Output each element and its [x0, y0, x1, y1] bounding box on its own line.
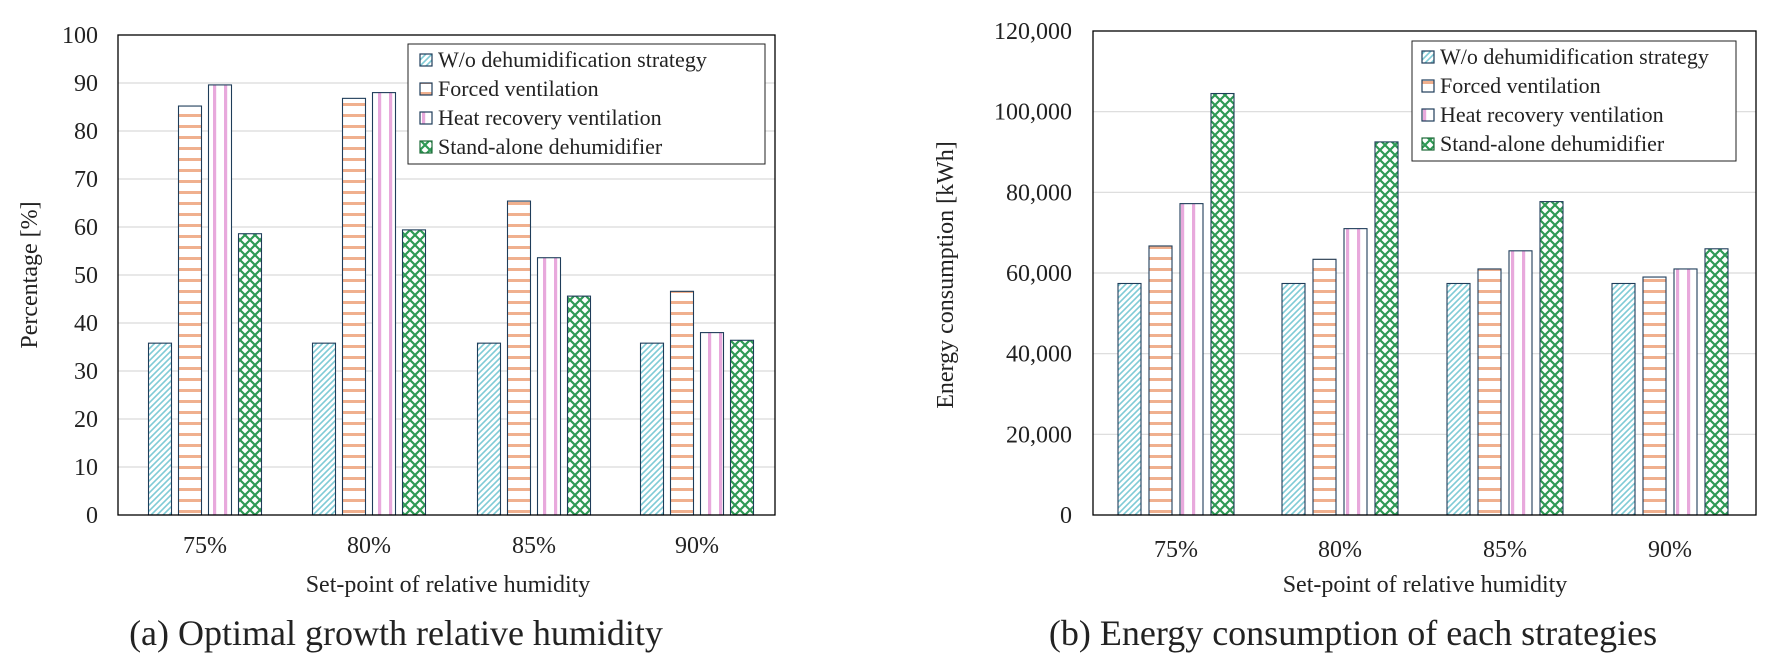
chart-b-plot-frame [1092, 30, 1757, 516]
bar [1477, 268, 1502, 516]
bar [729, 339, 755, 516]
bar [1374, 141, 1399, 516]
legend-swatch [1421, 79, 1435, 93]
legend-swatch [419, 82, 433, 96]
x-tick-label: 80% [347, 533, 391, 559]
bar [1446, 282, 1471, 516]
y-tick-label: 100,000 [994, 100, 1072, 126]
bar [371, 92, 397, 516]
bar [1179, 203, 1204, 516]
x-tick-label: 90% [675, 533, 719, 559]
bar [237, 233, 263, 516]
y-tick-label: 0 [86, 503, 98, 529]
legend-swatch [419, 111, 433, 125]
legend-label: Stand-alone dehumidifier [438, 134, 663, 159]
bar [341, 97, 367, 516]
chart-a-legend-box [407, 43, 766, 165]
bar [147, 342, 173, 516]
legend-label: W/o dehumidification strategy [438, 47, 707, 72]
y-tick-label: 20,000 [1006, 422, 1072, 448]
chart-b-xlabel: Set-point of relative humidity [1283, 572, 1568, 598]
y-tick-label: 30 [74, 359, 98, 385]
chart-a-plot-frame [117, 34, 776, 516]
y-tick-label: 80,000 [1006, 180, 1072, 206]
chart-a-ylabel: Percentage [%] [17, 201, 43, 348]
legend-swatch [1421, 50, 1435, 64]
legend-label: Stand-alone dehumidifier [1440, 131, 1665, 156]
bar [476, 342, 502, 516]
x-tick-label: 75% [1154, 537, 1198, 563]
x-tick-label: 75% [183, 533, 227, 559]
bar [1281, 282, 1306, 516]
x-tick-label: 85% [1483, 537, 1527, 563]
y-tick-label: 80 [74, 119, 98, 145]
bar [1673, 268, 1698, 516]
bar [639, 342, 665, 516]
chart-b-ylabel: Energy consumption [kWh] [933, 141, 959, 409]
x-tick-label: 80% [1318, 537, 1362, 563]
legend-label: Forced ventilation [438, 76, 599, 101]
bar [311, 342, 337, 516]
bar [1148, 245, 1173, 516]
bar [536, 257, 562, 516]
bar [1117, 282, 1142, 516]
legend-label: W/o dehumidification strategy [1440, 44, 1709, 69]
bar [177, 105, 203, 516]
legend-swatch [419, 140, 433, 154]
legend-swatch [1421, 108, 1435, 122]
y-tick-label: 40,000 [1006, 342, 1072, 368]
bar [1343, 228, 1368, 516]
chart-b-caption: (b) Energy consumption of each strategie… [1049, 613, 1657, 653]
chart-b-legend-box [1411, 40, 1737, 162]
chart-a: 0 10 20 30 40 50 60 70 80 90 100 75% 80% 85% 90% Perc… [17, 23, 776, 653]
bar [1704, 248, 1729, 516]
y-tick-label: 90 [74, 71, 98, 97]
chart-b-y-ticks: 0 20,000 40,000 60,000 80,000 100,000 120,000 [994, 19, 1072, 529]
chart-b: 020,00040,00060,00080,000100,000120,000 … [933, 19, 1757, 653]
chart-a-bars [147, 84, 755, 516]
chart-b-bars [1117, 92, 1729, 516]
bar [1539, 201, 1564, 516]
legend-swatch [1421, 137, 1435, 151]
y-tick-label: 40 [74, 311, 98, 337]
legend-label: Heat recovery ventilation [438, 105, 662, 130]
bar [1508, 250, 1533, 516]
y-tick-label: 60 [74, 215, 98, 241]
y-tick-label: 100 [62, 23, 98, 49]
bar [699, 332, 725, 516]
chart-a-xlabel: Set-point of relative humidity [306, 572, 591, 598]
x-tick-label: 85% [512, 533, 556, 559]
chart-a-y-ticks: 0 10 20 30 40 50 60 70 80 90 100 [62, 23, 98, 529]
legend-label: Forced ventilation [1440, 73, 1601, 98]
y-tick-label: 70 [74, 167, 98, 193]
bar [1642, 276, 1667, 516]
bar [566, 295, 592, 516]
bar [669, 290, 695, 516]
chart-b-x-ticks: 75% 80% 85% 90% [1154, 537, 1692, 563]
x-tick-label: 90% [1648, 537, 1692, 563]
y-tick-label: 50 [74, 263, 98, 289]
chart-a-legend: W/o dehumidification strategy Forced vent… [407, 43, 766, 165]
bar [1611, 282, 1636, 516]
chart-a-x-ticks: 75% 80% 85% 90% [183, 533, 719, 559]
y-tick-label: 0 [1060, 503, 1072, 529]
legend-label: Heat recovery ventilation [1440, 102, 1664, 127]
y-tick-label: 60,000 [1006, 261, 1072, 287]
bar [401, 229, 427, 516]
y-tick-label: 20 [74, 407, 98, 433]
chart-a-caption: (a) Optimal growth relative humidity [129, 613, 663, 653]
chart-b-legend: W/o dehumidification strategy Forced vent… [1411, 40, 1737, 162]
y-tick-label: 10 [74, 455, 98, 481]
bar [1312, 258, 1337, 516]
bar [1210, 92, 1235, 516]
legend-swatch [419, 53, 433, 67]
bar [207, 84, 233, 516]
y-tick-label: 120,000 [994, 19, 1072, 45]
bar [506, 200, 532, 516]
